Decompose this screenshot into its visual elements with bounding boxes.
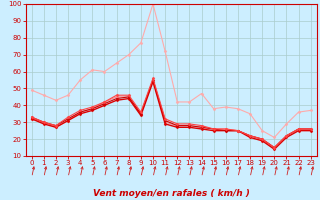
Text: Vent moyen/en rafales ( km/h ): Vent moyen/en rafales ( km/h ): [93, 189, 250, 198]
